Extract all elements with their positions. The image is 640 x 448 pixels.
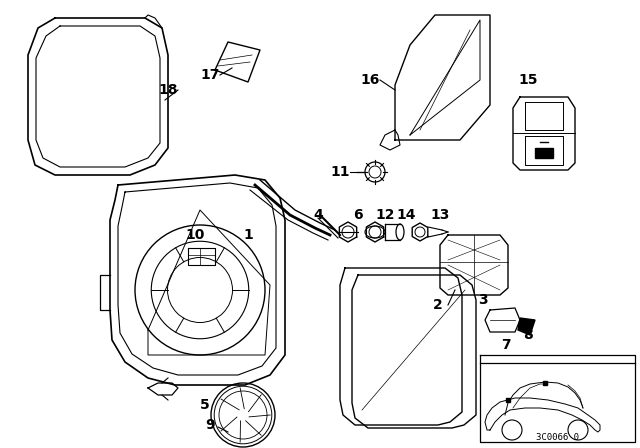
Text: 8: 8: [523, 328, 533, 342]
Text: 12: 12: [375, 208, 395, 222]
Text: 5: 5: [200, 398, 210, 412]
Text: 3: 3: [478, 293, 488, 307]
Text: 9: 9: [205, 418, 215, 432]
Text: 4: 4: [313, 208, 323, 222]
Text: 15: 15: [518, 73, 538, 87]
Text: 1: 1: [243, 228, 253, 242]
Text: 16: 16: [360, 73, 380, 87]
Text: 17: 17: [200, 68, 220, 82]
Text: 11: 11: [330, 165, 349, 179]
Polygon shape: [518, 318, 535, 335]
Text: 13: 13: [430, 208, 450, 222]
Text: 14: 14: [396, 208, 416, 222]
Text: 18: 18: [158, 83, 178, 97]
Text: 6: 6: [353, 208, 363, 222]
Text: 2: 2: [433, 298, 443, 312]
Polygon shape: [535, 148, 553, 158]
Text: 3C0066 0: 3C0066 0: [536, 434, 579, 443]
Text: 7: 7: [501, 338, 511, 352]
Text: 10: 10: [186, 228, 205, 242]
